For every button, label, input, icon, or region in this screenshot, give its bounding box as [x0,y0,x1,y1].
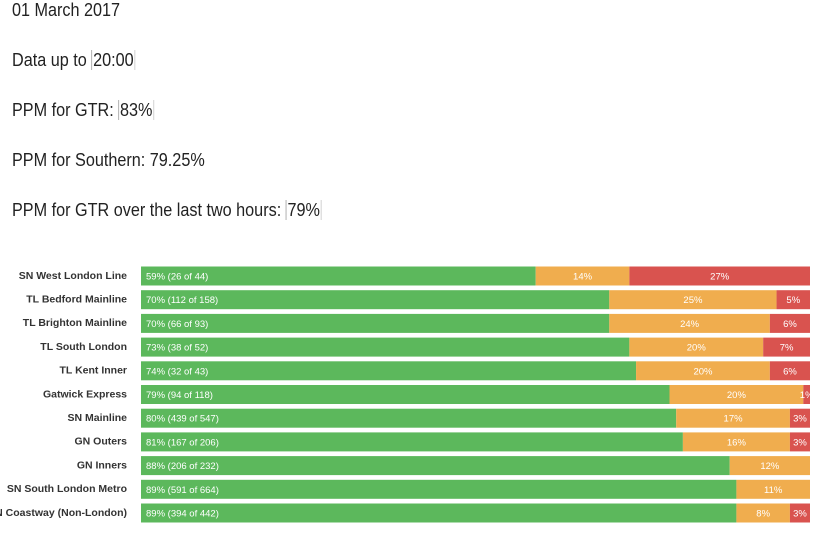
bar-label: 16% [727,437,747,448]
bar-segment [676,408,790,428]
bar-segment [141,361,637,381]
info-label: PPM for GTR: [12,100,114,120]
bar-segment [769,313,810,333]
bar-segment [636,361,770,381]
info-line: PPM for Southern: 79.25% [12,150,205,171]
bar-label: 3% [793,414,807,425]
bar-label: 20% [693,366,713,377]
info-value: 83% [118,100,155,120]
bar-segment [609,290,777,310]
bar-label: 73% (38 of 52) [146,343,208,354]
bar-segment [736,479,810,499]
bar-label: 14% [573,272,593,283]
info-line: Data up to 20:00 [12,50,136,71]
bar-label: 17% [724,414,744,425]
category-label: TL Bedford Mainline [26,293,127,305]
category-label: SN Mainline [67,412,127,424]
bar-segment [789,432,810,452]
bar-label: 88% (206 of 232) [146,461,219,472]
info-line: PPM for GTR over the last two hours: 79% [12,200,322,221]
info-value: 79% [285,200,322,220]
bar-label: 89% (591 of 664) [146,485,219,496]
bar-segment [141,479,737,499]
category-label: SN South London Metro [7,483,127,495]
category-label: SN Coastway (Non-London) [0,507,127,519]
bar-segment [141,266,536,286]
bar-segment [141,385,670,404]
category-label: TL South London [40,341,127,353]
bar-segment [609,313,770,333]
bar-label: 89% (394 of 442) [146,509,219,520]
bar-segment [629,337,764,357]
bar-segment [141,408,677,428]
bar-label: 12% [760,461,780,472]
bar-segment [682,432,790,452]
bar-segment [789,408,810,428]
bar-label: 20% [727,390,747,401]
bar-label: 24% [680,319,700,330]
bar-segment [535,266,630,286]
category-label: GN Inners [77,459,127,471]
bar-segment [736,503,790,523]
bar-label: 80% (439 of 547) [146,414,219,425]
bar-label: 74% (32 of 43) [146,366,208,377]
bar-segment [729,456,810,476]
info-label: PPM for GTR over the last two hours: [12,200,282,220]
bar-label: 3% [793,437,807,448]
bar-segment [776,290,810,310]
category-label: TL Kent Inner [60,365,127,377]
bar-label: 25% [683,295,703,306]
bar-segment [141,337,630,357]
category-label: GN Outers [74,436,127,448]
bar-label: 20% [687,343,707,354]
bar-label: 79% (94 of 118) [146,390,213,401]
bar-label: 6% [783,319,797,330]
bar-label: 81% (167 of 206) [146,437,219,448]
bar-segment [629,266,810,286]
bar-label: 3% [793,509,807,520]
info-label: PPM for Southern: [12,150,146,170]
bar-segment [669,385,804,404]
bar-segment [763,337,810,357]
bar-label: 8% [756,509,770,520]
bar-label: 70% (112 of 158) [146,295,218,306]
bar-label: 6% [783,366,797,377]
bar-label: 70% (66 of 93) [146,319,208,330]
bar-label: 59% (26 of 44) [146,272,208,283]
bar-label: 1% [800,390,814,401]
info-label: Data up to [12,50,87,70]
bar-segment [141,432,683,452]
category-label: SN West London Line [19,270,127,282]
bar-segment [769,361,810,381]
bar-label: 7% [780,343,794,354]
bar-segment [789,503,810,523]
bar-label: 5% [786,295,800,306]
bar-segment [141,503,737,523]
bar-label: 11% [764,485,783,496]
category-label: Gatwick Express [43,388,127,400]
bar-label: 27% [710,272,730,283]
category-label: TL Brighton Mainline [23,317,127,329]
bar-segment [803,385,810,404]
bar-segment [141,456,730,476]
info-line: PPM for GTR: 83% [12,100,155,121]
date: 01 March 2017 [12,0,121,20]
bar-segment [141,290,610,310]
info-value: 79.25% [149,150,205,170]
info-value: 20:00 [91,50,136,70]
bar-segment [141,313,610,333]
